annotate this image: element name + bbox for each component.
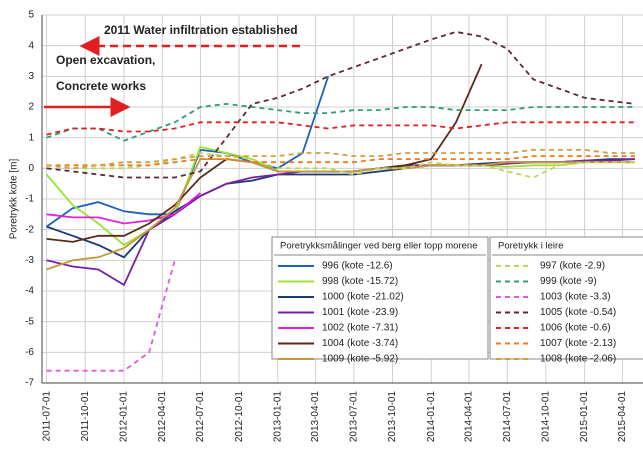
- legend-label: 1006 (kote -0.6): [540, 323, 611, 334]
- y-tick-label: 5: [28, 10, 34, 21]
- y-tick-label: 3: [28, 71, 34, 82]
- legend-label: 999 (kote -9): [540, 276, 597, 287]
- annotation: 2011 Water infiltration established: [104, 23, 298, 37]
- legend-label: 1002 (kote -7.31): [322, 323, 398, 334]
- legend-label: 997 (kote -2.9): [540, 261, 605, 272]
- series-line: [46, 152, 635, 179]
- legend-label: 996 (kote -12.6): [322, 261, 393, 272]
- x-tick-label: 2015-01-01: [579, 391, 590, 443]
- series-line: [46, 192, 201, 225]
- legend-label: 1009 (kote -5.92): [322, 354, 398, 365]
- y-label: Poretrykk kote [m]: [9, 158, 20, 239]
- series-line: [46, 155, 635, 167]
- y-tick-label: -3: [25, 255, 34, 266]
- x-tick-label: 2015-04-01: [617, 391, 628, 443]
- annotation: Concrete works: [56, 79, 146, 93]
- y-tick-label: 2: [28, 102, 34, 113]
- legend-label: 1001 (kote -23.9): [322, 307, 398, 318]
- x-tick-label: 2012-04-01: [157, 391, 168, 443]
- y-tick-label: -7: [25, 378, 34, 389]
- legend-title: Poretrykk i leire: [498, 241, 563, 252]
- annotation: Open excavation,: [56, 53, 155, 67]
- x-tick-label: 2014-01-01: [426, 391, 437, 443]
- y-tick-label: 1: [28, 132, 34, 143]
- y-tick-label: 0: [28, 163, 34, 174]
- y-tick-label: -4: [25, 286, 34, 297]
- legend-label: 1004 (kote -3.74): [322, 338, 398, 349]
- y-tick-label: -1: [25, 194, 34, 205]
- legend-label: 1007 (kote -2.13): [540, 338, 616, 349]
- y-tick-label: -5: [25, 316, 34, 327]
- series-line: [46, 102, 635, 142]
- legend-title: Poretrykksmålinger ved berg eller topp m…: [280, 241, 477, 252]
- lines: [45, 30, 636, 372]
- x-tick-label: 2011-07-01: [41, 391, 52, 442]
- x-tick-label: 2014-04-01: [464, 391, 475, 443]
- y-tick-label: -2: [25, 224, 34, 235]
- x-tick-label: 2013-04-01: [310, 391, 321, 443]
- x-tick-label: 2013-10-01: [387, 391, 398, 443]
- legend-label: 1005 (kote -0.54): [540, 307, 616, 318]
- legend-label: 1000 (kote -21.02): [322, 292, 404, 303]
- legend-label: 998 (kote -15.72): [322, 276, 398, 287]
- series-line: [46, 121, 635, 136]
- x-tick-label: 2011-10-01: [80, 391, 91, 442]
- x-tick-label: 2014-10-01: [541, 391, 552, 443]
- x-tick-label: 2013-07-01: [348, 391, 359, 443]
- series-line: [46, 260, 176, 372]
- series-line: [46, 30, 636, 179]
- legend-label: 1008 (kote -2.06): [540, 354, 616, 365]
- x-tick-label: 2014-07-01: [502, 391, 513, 443]
- y-tick-label: 4: [28, 40, 34, 51]
- legend-label: 1003 (kote -3.3): [540, 292, 611, 303]
- x-tick-label: 2013-01-01: [272, 391, 283, 443]
- x-tick-label: 2012-10-01: [234, 391, 245, 443]
- grid: -7 -6 -5 -4 -3 -2 -1 0 1 2 3 4 5 2011-07-01 2011-10-01…: [25, 10, 643, 443]
- y-tick-label: -6: [25, 347, 34, 358]
- x-tick-label: 2012-01-01: [119, 391, 130, 443]
- x-tick-label: 2012-07-01: [195, 391, 206, 443]
- legends: Poretrykksmålinger ved berg eller topp m…: [271, 236, 643, 365]
